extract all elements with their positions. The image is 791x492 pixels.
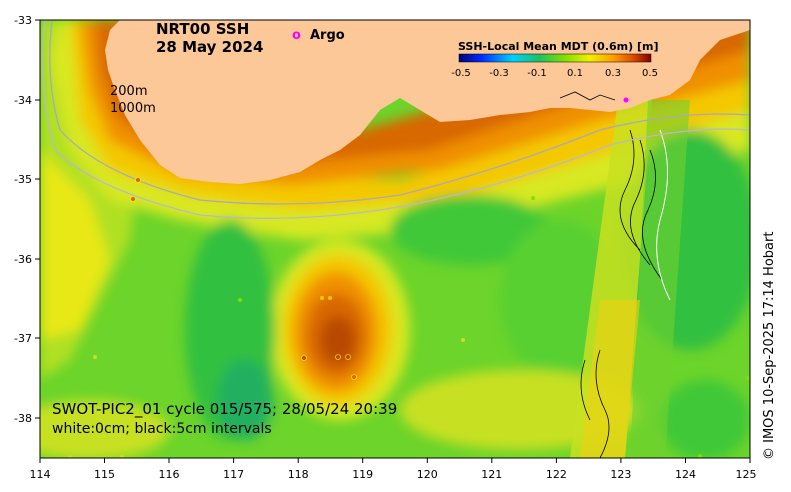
contour-1000m bbox=[42, 20, 750, 219]
lon-tick-label: 114 bbox=[30, 468, 51, 481]
lat-tick-label: -34 bbox=[14, 94, 32, 107]
argo-legend-symbol: o bbox=[292, 28, 301, 43]
lat-tick-label: -33 bbox=[14, 14, 32, 27]
colorbar-tick: 0.1 bbox=[567, 68, 583, 79]
longitude-axis: 114 115 116 117 118 119 120 121 122 123 … bbox=[30, 458, 757, 481]
argo-float-markers bbox=[68, 97, 750, 458]
lat-tick-label: -36 bbox=[14, 253, 32, 266]
lon-tick-label: 122 bbox=[546, 468, 567, 481]
colorbar-tick: 0.3 bbox=[605, 68, 621, 79]
colorbar-tick: -0.5 bbox=[451, 68, 471, 79]
colorbar-title: SSH-Local Mean MDT (0.6m) [m] bbox=[458, 40, 658, 53]
map-plot-area: 200m 1000m NRT00 SSH 28 May 2024 o Argo … bbox=[40, 20, 750, 458]
swot-swath bbox=[570, 100, 690, 458]
imos-credit: © IMOS 10-Sep-2025 17:14 Hobart bbox=[762, 231, 777, 460]
colorbar: SSH-Local Mean MDT (0.6m) [m] -0.5 -0.3 … bbox=[451, 40, 658, 79]
lon-tick-label: 117 bbox=[223, 468, 244, 481]
map-date: 28 May 2024 bbox=[156, 38, 263, 56]
contour-200m-label: 200m bbox=[110, 84, 147, 99]
swot-pass-label: SWOT-PIC2_01 cycle 015/575; 28/05/24 20:… bbox=[52, 400, 397, 419]
lon-tick-label: 120 bbox=[417, 468, 438, 481]
swot-contour-legend: white:0cm; black:5cm intervals bbox=[52, 421, 272, 437]
contour-200m bbox=[49, 20, 750, 205]
plot-frame bbox=[39, 19, 751, 459]
latitude-axis: -33 -34 -35 -36 -37 -38 bbox=[14, 14, 40, 425]
argo-legend-label: Argo bbox=[310, 28, 345, 43]
lon-tick-label: 118 bbox=[288, 468, 309, 481]
lon-tick-label: 116 bbox=[159, 468, 180, 481]
contour-1000m-label: 1000m bbox=[110, 101, 156, 116]
lon-tick-label: 115 bbox=[94, 468, 115, 481]
colorbar-tick: -0.3 bbox=[489, 68, 509, 79]
map-title: NRT00 SSH bbox=[156, 20, 249, 38]
lat-tick-label: -35 bbox=[14, 173, 32, 186]
lon-tick-label: 125 bbox=[736, 468, 757, 481]
lon-tick-label: 124 bbox=[675, 468, 696, 481]
colorbar-tick: 0.5 bbox=[642, 68, 658, 79]
lat-tick-label: -38 bbox=[14, 412, 32, 425]
lon-tick-label: 121 bbox=[481, 468, 502, 481]
colorbar-gradient bbox=[458, 53, 652, 63]
lon-tick-label: 123 bbox=[610, 468, 631, 481]
colorbar-tick: -0.1 bbox=[527, 68, 547, 79]
lon-tick-label: 119 bbox=[352, 468, 373, 481]
lat-tick-label: -37 bbox=[14, 332, 32, 345]
